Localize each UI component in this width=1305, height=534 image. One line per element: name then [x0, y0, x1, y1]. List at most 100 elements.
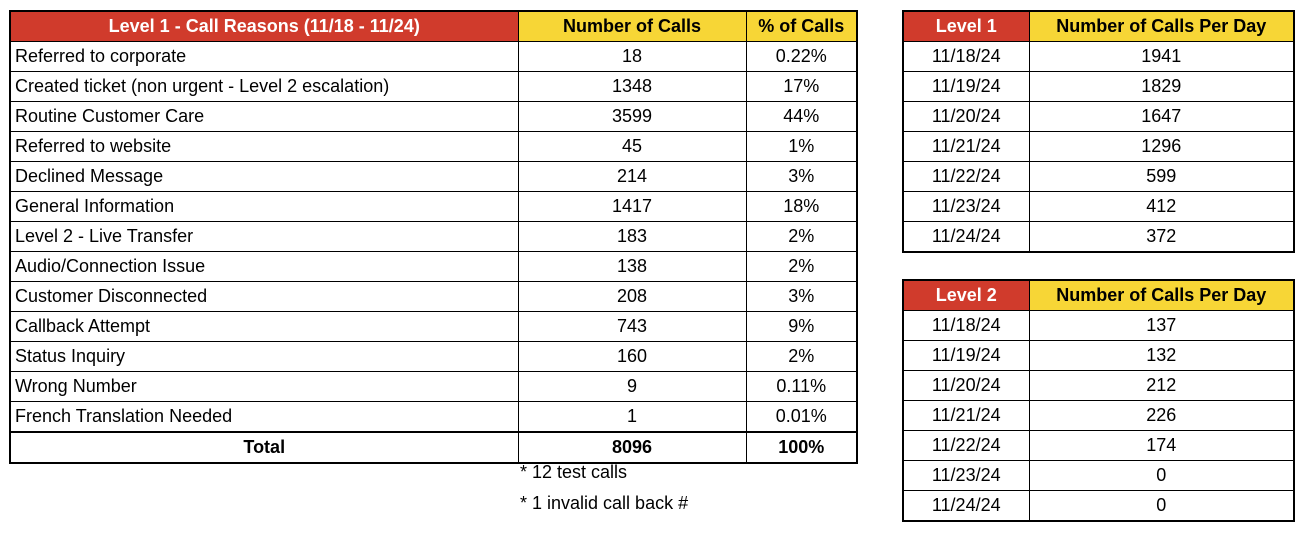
- level1-calls-cell: 1829: [1028, 71, 1295, 102]
- level2-date-cell: 11/22/24: [902, 430, 1030, 461]
- call-count-cell: 9: [517, 371, 747, 402]
- percent-of-calls-header: % of Calls: [745, 10, 858, 42]
- level2-date-cell: 11/21/24: [902, 400, 1030, 431]
- call-reason-cell: Level 2 - Live Transfer: [9, 221, 519, 252]
- note-test-calls: * 12 test calls: [520, 462, 628, 482]
- call-count-cell: 138: [517, 251, 747, 282]
- call-percent-cell: 0.01%: [745, 401, 858, 433]
- level1-date-cell: 11/22/24: [902, 161, 1030, 192]
- call-reasons-table: Level 1 - Call Reasons (11/18 - 11/24) N…: [9, 10, 858, 464]
- level2-table-row: 11/24/24 0: [902, 490, 1295, 522]
- call-percent-cell: 3%: [745, 281, 858, 312]
- note-invalid-callback: * 1 invalid call back #: [520, 493, 689, 513]
- level1-date-cell: 11/24/24: [902, 221, 1030, 253]
- total-label: Total: [9, 431, 519, 464]
- level1-table-row: 11/24/24 372: [902, 221, 1295, 253]
- call-reason-cell: Declined Message: [9, 161, 519, 192]
- call-count-cell: 743: [517, 311, 747, 342]
- call-count-cell: 208: [517, 281, 747, 312]
- call-reasons-title: Level 1 - Call Reasons (11/18 - 11/24): [9, 10, 519, 42]
- level1-header-row: Level 1 Number of Calls Per Day: [902, 10, 1295, 42]
- level2-header-row: Level 2 Number of Calls Per Day: [902, 279, 1295, 311]
- level2-calls-cell: 0: [1028, 460, 1295, 491]
- table-row: Created ticket (non urgent - Level 2 esc…: [9, 71, 858, 102]
- table-row: Referred to website 45 1%: [9, 131, 858, 162]
- table-row: Declined Message 214 3%: [9, 161, 858, 192]
- call-percent-cell: 9%: [745, 311, 858, 342]
- level1-calls-cell: 1296: [1028, 131, 1295, 162]
- level2-table-row: 11/19/24 132: [902, 340, 1295, 371]
- call-percent-cell: 2%: [745, 341, 858, 372]
- number-of-calls-header: Number of Calls: [517, 10, 747, 42]
- level2-calls-per-day-table: Level 2 Number of Calls Per Day 11/18/24…: [902, 279, 1295, 522]
- level1-date-cell: 11/18/24: [902, 41, 1030, 72]
- table-row: Routine Customer Care 3599 44%: [9, 101, 858, 132]
- call-percent-cell: 18%: [745, 191, 858, 222]
- level1-table-row: 11/18/24 1941: [902, 41, 1295, 72]
- call-reason-cell: Callback Attempt: [9, 311, 519, 342]
- call-percent-cell: 44%: [745, 101, 858, 132]
- call-percent-cell: 0.22%: [745, 41, 858, 72]
- level1-table-row: 11/23/24 412: [902, 191, 1295, 222]
- call-reasons-header-row: Level 1 - Call Reasons (11/18 - 11/24) N…: [9, 10, 858, 42]
- level2-calls-cell: 137: [1028, 310, 1295, 341]
- level2-date-cell: 11/18/24: [902, 310, 1030, 341]
- level2-table-row: 11/21/24 226: [902, 400, 1295, 431]
- table-row: Referred to corporate 18 0.22%: [9, 41, 858, 72]
- total-calls: 8096: [517, 431, 747, 464]
- table-row: Audio/Connection Issue 138 2%: [9, 251, 858, 282]
- table-row: Callback Attempt 743 9%: [9, 311, 858, 342]
- level1-date-cell: 11/21/24: [902, 131, 1030, 162]
- table-row: Status Inquiry 160 2%: [9, 341, 858, 372]
- call-count-cell: 18: [517, 41, 747, 72]
- call-percent-cell: 2%: [745, 221, 858, 252]
- level1-calls-cell: 599: [1028, 161, 1295, 192]
- call-count-cell: 214: [517, 161, 747, 192]
- call-reason-cell: French Translation Needed: [9, 401, 519, 433]
- table-row: Wrong Number 9 0.11%: [9, 371, 858, 402]
- call-percent-cell: 1%: [745, 131, 858, 162]
- call-reason-cell: Wrong Number: [9, 371, 519, 402]
- level2-calls-per-day-header: Number of Calls Per Day: [1028, 279, 1295, 311]
- level1-calls-cell: 1941: [1028, 41, 1295, 72]
- level1-calls-per-day-table: Level 1 Number of Calls Per Day 11/18/24…: [902, 10, 1295, 253]
- call-reason-cell: General Information: [9, 191, 519, 222]
- level1-date-cell: 11/23/24: [902, 191, 1030, 222]
- level2-date-cell: 11/19/24: [902, 340, 1030, 371]
- level2-table-row: 11/23/24 0: [902, 460, 1295, 491]
- call-reason-cell: Referred to website: [9, 131, 519, 162]
- level1-table-row: 11/20/24 1647: [902, 101, 1295, 132]
- level1-table-row: 11/22/24 599: [902, 161, 1295, 192]
- call-reason-cell: Audio/Connection Issue: [9, 251, 519, 282]
- total-percent: 100%: [745, 431, 858, 464]
- level2-table-row: 11/20/24 212: [902, 370, 1295, 401]
- call-count-cell: 1417: [517, 191, 747, 222]
- call-percent-cell: 3%: [745, 161, 858, 192]
- level2-title: Level 2: [902, 279, 1030, 311]
- level2-calls-cell: 0: [1028, 490, 1295, 522]
- call-reason-cell: Routine Customer Care: [9, 101, 519, 132]
- call-count-cell: 45: [517, 131, 747, 162]
- call-count-cell: 1: [517, 401, 747, 433]
- table-row: Level 2 - Live Transfer 183 2%: [9, 221, 858, 252]
- level2-table-row: 11/22/24 174: [902, 430, 1295, 461]
- call-count-cell: 3599: [517, 101, 747, 132]
- level1-title: Level 1: [902, 10, 1030, 42]
- level2-table-row: 11/18/24 137: [902, 310, 1295, 341]
- level1-calls-per-day-header: Number of Calls Per Day: [1028, 10, 1295, 42]
- call-reason-cell: Referred to corporate: [9, 41, 519, 72]
- level2-date-cell: 11/23/24: [902, 460, 1030, 491]
- level1-calls-cell: 1647: [1028, 101, 1295, 132]
- call-count-cell: 1348: [517, 71, 747, 102]
- level1-table-row: 11/19/24 1829: [902, 71, 1295, 102]
- level2-calls-cell: 212: [1028, 370, 1295, 401]
- table-row: French Translation Needed 1 0.01%: [9, 401, 858, 433]
- level1-calls-cell: 372: [1028, 221, 1295, 253]
- level1-calls-cell: 412: [1028, 191, 1295, 222]
- call-reason-cell: Customer Disconnected: [9, 281, 519, 312]
- call-percent-cell: 0.11%: [745, 371, 858, 402]
- call-reason-cell: Created ticket (non urgent - Level 2 esc…: [9, 71, 519, 102]
- level1-table-row: 11/21/24 1296: [902, 131, 1295, 162]
- call-count-cell: 160: [517, 341, 747, 372]
- call-percent-cell: 17%: [745, 71, 858, 102]
